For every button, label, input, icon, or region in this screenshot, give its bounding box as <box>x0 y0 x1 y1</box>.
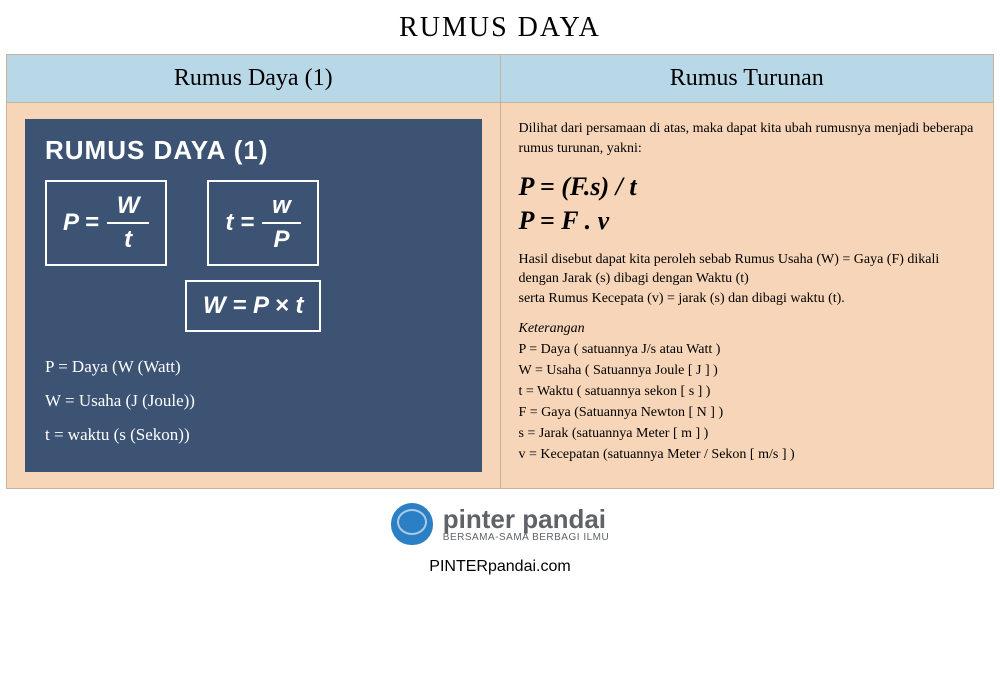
legend-item: t = waktu (s (Sekon)) <box>45 418 462 452</box>
fraction-den: P <box>273 224 289 254</box>
ket-item: P = Daya ( satuannya J/s atau Watt ) <box>519 339 976 360</box>
legend-list: P = Daya (W (Watt) W = Usaha (J (Joule))… <box>45 350 462 452</box>
site-url: PINTERpandai.com <box>0 558 1000 576</box>
formula-line: P = (F.s) / t <box>519 170 976 204</box>
formula-row-bottom: W = P × t <box>45 280 462 332</box>
formula-line: P = F . v <box>519 204 976 238</box>
right-cell: Dilihat dari persamaan di atas, maka dap… <box>501 103 994 488</box>
fraction-icon: w P <box>262 192 301 254</box>
legend-item: P = Daya (W (Watt) <box>45 350 462 384</box>
brand-tagline: BERSAMA-SAMA BERBAGI ILMU <box>443 532 609 543</box>
brand-logo: pinter pandai BERSAMA-SAMA BERBAGI ILMU <box>391 503 609 545</box>
ket-item: s = Jarak (satuannya Meter [ m ] ) <box>519 423 976 444</box>
formula-t-eq-w-over-p: t = w P <box>207 180 318 266</box>
ket-item: F = Gaya (Satuannya Newton [ N ] ) <box>519 402 976 423</box>
table-body-row: RUMUS DAYA (1) P = W t t = w P <box>7 103 993 488</box>
intro-text: Dilihat dari persamaan di atas, maka dap… <box>519 119 976 158</box>
ket-item: t = Waktu ( satuannya sekon [ s ] ) <box>519 381 976 402</box>
formula-card: RUMUS DAYA (1) P = W t t = w P <box>25 119 482 472</box>
explain-text: Hasil disebut dapat kita peroleh sebab R… <box>519 250 976 309</box>
brand-text: pinter pandai BERSAMA-SAMA BERBAGI ILMU <box>443 506 609 543</box>
keterangan-title: Keterangan <box>519 321 976 337</box>
card-title: RUMUS DAYA (1) <box>45 135 462 166</box>
formula-text: W = P × t <box>203 292 303 320</box>
col-header-right: Rumus Turunan <box>501 55 994 102</box>
formula-row-top: P = W t t = w P <box>45 180 462 266</box>
footer: pinter pandai BERSAMA-SAMA BERBAGI ILMU … <box>0 489 1000 576</box>
ket-item: W = Usaha ( Satuannya Joule [ J ] ) <box>519 360 976 381</box>
fraction-num: w <box>262 192 301 224</box>
formula-lhs: t = <box>225 209 254 237</box>
page-title: RUMUS DAYA <box>0 0 1000 54</box>
fraction-num: W <box>107 192 150 224</box>
formula-w-eq-p-times-t: W = P × t <box>185 280 321 332</box>
formula-p-eq-w-over-t: P = W t <box>45 180 167 266</box>
keterangan-list: P = Daya ( satuannya J/s atau Watt ) W =… <box>519 339 976 465</box>
ket-item: v = Kecepatan (satuannya Meter / Sekon [… <box>519 444 976 465</box>
col-header-left: Rumus Daya (1) <box>7 55 501 102</box>
fraction-den: t <box>124 224 132 254</box>
brain-icon <box>391 503 433 545</box>
legend-item: W = Usaha (J (Joule)) <box>45 384 462 418</box>
derived-formulas: P = (F.s) / t P = F . v <box>519 170 976 238</box>
formula-table: Rumus Daya (1) Rumus Turunan RUMUS DAYA … <box>6 54 994 489</box>
left-cell: RUMUS DAYA (1) P = W t t = w P <box>7 103 501 488</box>
fraction-icon: W t <box>107 192 150 254</box>
brand-name: pinter pandai <box>443 506 609 532</box>
table-header-row: Rumus Daya (1) Rumus Turunan <box>7 55 993 103</box>
formula-lhs: P = <box>63 209 99 237</box>
